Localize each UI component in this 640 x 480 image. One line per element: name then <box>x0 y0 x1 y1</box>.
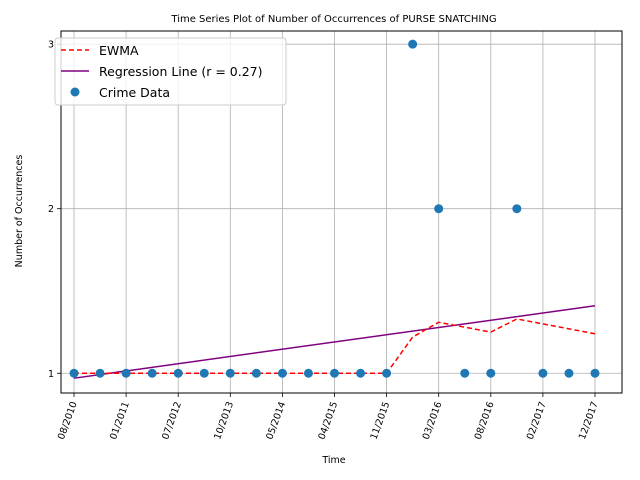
x-axis-label: Time <box>321 455 345 466</box>
crime-data-point <box>199 368 209 378</box>
crime-data-point <box>69 368 79 378</box>
crime-data-point <box>564 368 574 378</box>
x-tick-label: 08/2016 <box>473 400 497 441</box>
y-tick-label: 3 <box>48 40 54 51</box>
crime-data-point <box>434 204 444 214</box>
legend-label-regression: Regression Line (r = 0.27) <box>99 64 263 79</box>
crime-data-point <box>382 368 392 378</box>
x-tick-label: 04/2015 <box>316 400 340 441</box>
crime-data-point <box>121 368 131 378</box>
crime-data-point <box>460 368 470 378</box>
crime-data-point <box>356 368 366 378</box>
crime-data-point <box>147 368 157 378</box>
crime-data-point <box>486 368 496 378</box>
y-axis-label: Number of Occurrences <box>14 155 25 268</box>
crime-data-point <box>408 39 418 49</box>
crime-data-point <box>303 368 313 378</box>
legend: EWMA Regression Line (r = 0.27) Crime Da… <box>54 37 287 106</box>
x-tick-label: 11/2015 <box>369 400 393 441</box>
crime-data-point <box>330 368 339 378</box>
legend-swatch-crime-data <box>70 87 80 97</box>
y-tick-label: 2 <box>48 204 54 215</box>
crime-data-point <box>538 368 548 378</box>
x-tick-label: 01/2011 <box>108 400 132 441</box>
chart-title: Time Series Plot of Number of Occurrence… <box>170 14 496 25</box>
x-tick-label: 08/2010 <box>56 400 80 441</box>
legend-box <box>54 37 287 106</box>
crime-data-point <box>173 368 183 378</box>
legend-label-crime-data: Crime Data <box>99 85 170 100</box>
regression-line <box>73 305 596 379</box>
crime-data-point <box>277 368 287 378</box>
legend-label-ewma: EWMA <box>99 43 139 58</box>
x-tick-label: 05/2014 <box>264 400 288 441</box>
crime-data-point <box>590 368 600 378</box>
plot-frame <box>60 30 623 394</box>
x-tick-label: 12/2017 <box>577 400 601 441</box>
x-tick-label: 07/2012 <box>160 400 184 441</box>
x-tick-label: 03/2016 <box>421 400 445 441</box>
crime-data-point <box>225 368 235 378</box>
crime-data-point <box>95 368 105 378</box>
series-points <box>69 39 600 378</box>
crime-data-point <box>251 368 261 378</box>
x-tick-label: 10/2013 <box>212 400 236 441</box>
x-tick-label: 02/2017 <box>525 400 549 441</box>
x-axis-ticks: 08/2010 01/2011 07/2012 10/2013 05/2014 04/20… <box>56 393 601 441</box>
y-tick-label: 1 <box>48 369 54 380</box>
crime-data-point <box>512 204 522 214</box>
